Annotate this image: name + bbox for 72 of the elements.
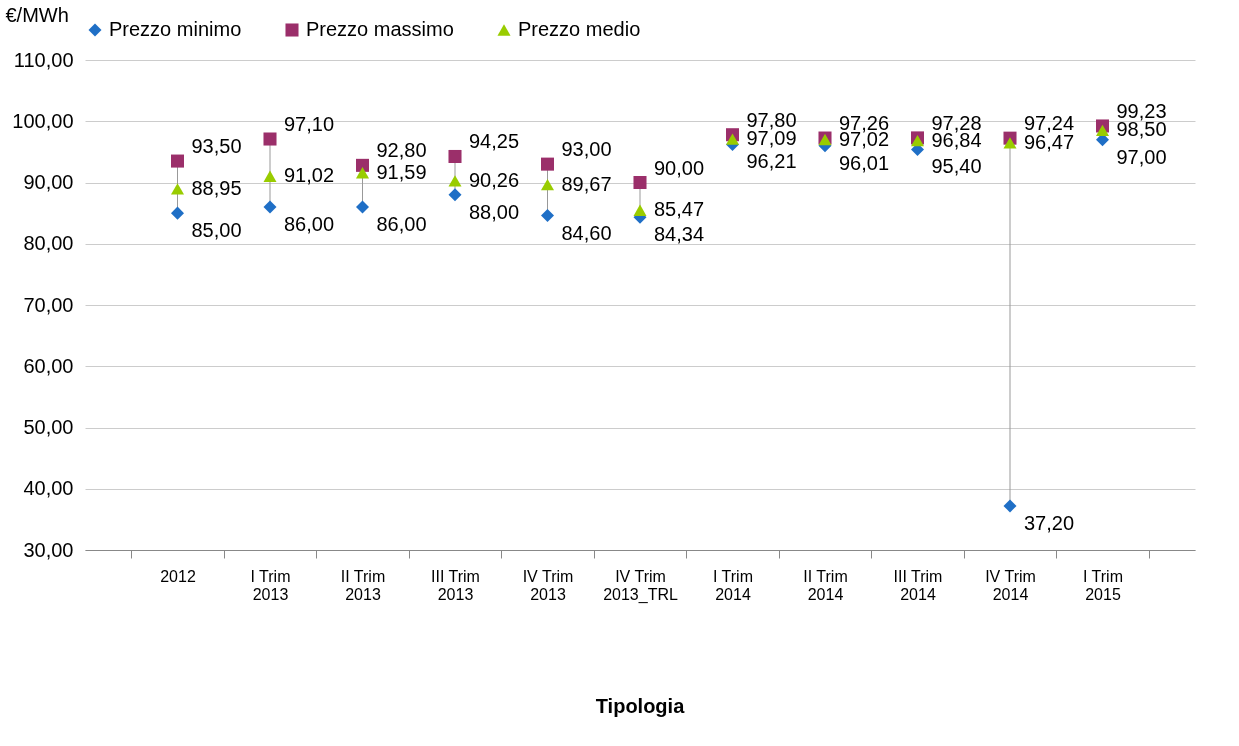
data-label: 85,00	[191, 219, 242, 242]
x-tick-label: 2012	[160, 567, 196, 585]
y-tick-label: 70,00	[23, 293, 74, 316]
point	[448, 175, 462, 187]
y-tick-label: 60,00	[23, 354, 74, 377]
data-label: 91,59	[376, 160, 427, 183]
point	[355, 200, 370, 214]
point	[355, 158, 370, 172]
data-label: 99,23	[1116, 99, 1167, 122]
x-tick-label: II Trim 2013	[340, 567, 386, 603]
x-tick-label: IV Trim 2013	[522, 567, 574, 603]
data-label: 96,21	[746, 150, 797, 173]
legend-label: Prezzo massimo	[306, 18, 454, 40]
point	[540, 209, 555, 223]
data-label: 90,00	[654, 156, 705, 179]
data-label: 90,26	[469, 168, 520, 191]
data-label: 97,24	[1024, 112, 1075, 135]
point	[170, 183, 185, 195]
data-label: 97,80	[746, 108, 797, 131]
point	[540, 157, 555, 171]
data-label: 93,00	[561, 138, 612, 161]
point	[170, 154, 185, 168]
x-tick-label: I Trim 2014	[713, 567, 753, 603]
data-label: 85,47	[654, 198, 705, 221]
data-label: 93,50	[191, 135, 242, 158]
data-label: 89,67	[561, 172, 612, 195]
point	[448, 149, 462, 163]
data-label: 95,40	[931, 155, 982, 178]
y-tick-label: 110,00	[13, 48, 74, 71]
data-label: 94,25	[469, 130, 520, 153]
data-label: 37,20	[1024, 511, 1075, 534]
point	[1003, 137, 1017, 149]
point	[263, 200, 277, 214]
legend-label: Prezzo minimo	[109, 18, 242, 40]
x-tick-label: III Trim 2014	[893, 567, 943, 603]
data-label: 91,02	[284, 164, 335, 187]
x-tick-label: IV Trim 2013_TRL	[603, 567, 678, 604]
x-tick-label: II Trim 2014	[803, 567, 848, 603]
point	[1095, 124, 1110, 137]
legend-label: Prezzo medio	[518, 18, 641, 40]
point	[263, 132, 277, 146]
text: Tipologia	[595, 695, 686, 717]
data-label: 88,95	[191, 176, 242, 199]
data-label: 84,60	[561, 221, 612, 244]
point	[263, 170, 277, 182]
y-tick-label: 80,00	[23, 232, 74, 255]
data-label: 97,10	[284, 113, 335, 136]
point	[1003, 499, 1017, 513]
point	[725, 133, 740, 145]
x-tick-label: IV Trim 2014	[985, 567, 1036, 603]
data-label: 88,00	[469, 200, 520, 223]
point	[540, 178, 555, 191]
data-label: 86,00	[376, 213, 427, 235]
y-tick-label: 30,00	[23, 538, 74, 561]
y-axis-title: €/MWh	[5, 3, 69, 26]
point	[170, 206, 185, 220]
x-tick-label: I Trim 2015	[1083, 567, 1123, 603]
x-tick-label: I Trim 2013	[250, 567, 291, 603]
y-tick-label: 50,00	[23, 416, 74, 438]
y-tick-label: 100,00	[12, 109, 74, 132]
data-label: 97,00	[1116, 145, 1167, 168]
point	[633, 204, 647, 216]
data-label: 96,01	[839, 151, 890, 174]
y-tick-label: 90,00	[23, 171, 74, 193]
data-label: 92,80	[376, 139, 427, 162]
point	[448, 188, 462, 202]
data-label: 86,00	[284, 213, 335, 235]
y-tick-label: 40,00	[23, 477, 74, 500]
point	[633, 175, 647, 190]
data-label: 84,34	[654, 223, 705, 246]
point	[355, 167, 370, 179]
x-tick-label: III Trim 2013	[431, 567, 480, 603]
